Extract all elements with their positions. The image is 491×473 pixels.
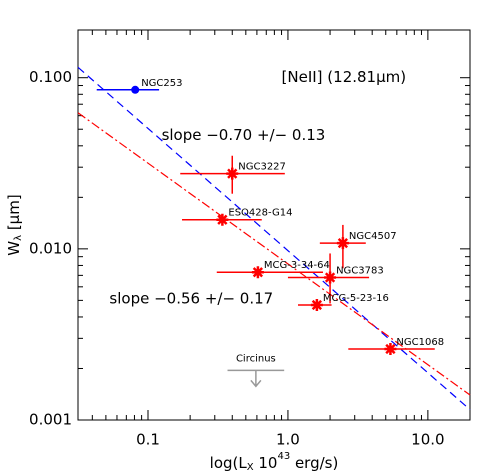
point-label: NGC253 [141,78,182,89]
x-tick-label: 10.0 [411,431,444,449]
y-label-part: W [5,241,23,256]
point-label: NGC4507 [349,231,397,242]
y-label-part: [μm] [5,194,23,235]
x-label-part: 10 [254,454,278,472]
x-tick-label: 0.1 [136,431,160,449]
point [310,298,323,311]
annotation: slope −0.70 +/− 0.13 [162,126,326,144]
point [324,271,337,284]
point-label: NGC3783 [336,266,384,277]
point [251,266,264,279]
y-tick-label: 0.100 [29,68,72,86]
point-label: ESO428-G14 [228,208,292,219]
fit-line [77,112,471,396]
point [384,342,397,355]
fit-line [77,66,471,411]
x-label-sub: X [247,462,254,473]
point-label: MCG-5-23-16 [323,293,389,304]
y-label-sub: λ [13,235,24,241]
point-label: MCG-3-34-64 [264,260,330,271]
point-label: Circinus [236,353,276,364]
x-axis-label: log(LX 1043 erg/s) [210,451,339,473]
point-label: NGC1068 [396,337,444,348]
annotation: [NeII] (12.81μm) [282,68,407,86]
point [131,85,140,94]
x-tick-label: 1.0 [276,431,300,449]
point [336,237,349,250]
point-label: NGC3227 [238,162,286,173]
x-label-sup: 43 [277,451,290,462]
point [216,213,229,226]
x-label-part: log(L [210,454,248,472]
upper-limit-arrow [250,370,262,388]
y-axis-label: Wλ [μm] [5,194,25,255]
annotation: slope −0.56 +/− 0.17 [109,289,273,307]
y-tick-label: 0.001 [29,411,72,429]
y-tick-label: 0.010 [29,239,72,257]
point [226,167,239,180]
x-label-part: erg/s) [290,454,338,472]
